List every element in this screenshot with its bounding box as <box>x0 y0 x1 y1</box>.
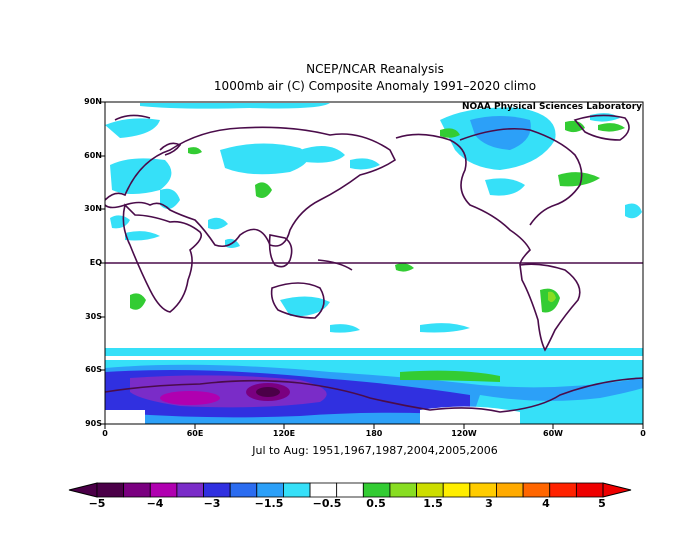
colorbar-label: 3 <box>485 497 493 510</box>
colorbar-swatch <box>522 482 551 498</box>
colorbar-label: 1.5 <box>423 497 443 510</box>
lat-label: 90N <box>84 97 102 106</box>
colorbar-arrow-left <box>68 482 98 498</box>
colorbar-swatch <box>389 482 417 498</box>
lon-label: 120E <box>272 429 296 438</box>
colorbar-swatch <box>496 482 524 498</box>
colorbar <box>68 482 632 498</box>
colorbar-swatch <box>469 482 497 498</box>
colorbar-swatch <box>283 482 311 498</box>
colorbar-label: 0.5 <box>366 497 386 510</box>
colorbar-swatch <box>203 482 231 498</box>
lat-label: 60N <box>84 151 102 160</box>
colorbar-swatch <box>309 482 338 498</box>
colorbar-label: −4 <box>146 497 164 510</box>
colorbar-label: −1.5 <box>254 497 284 510</box>
colorbar-swatch <box>575 482 604 498</box>
colorbar-swatch <box>96 482 125 498</box>
lat-label: 90S <box>85 419 102 428</box>
lon-label: 180 <box>365 429 383 438</box>
colorbar-swatch <box>336 482 364 498</box>
axis-ticks <box>100 101 644 429</box>
shading-layer <box>105 102 643 424</box>
map-title: NCEP/NCAR Reanalysis <box>306 62 444 76</box>
colorbar-arrow-right <box>602 482 632 498</box>
coastlines <box>105 114 643 413</box>
lat-label: 30N <box>84 204 102 213</box>
colorbar-swatch <box>362 482 391 498</box>
composite-years: Jul to Aug: 1951,1967,1987,2004,2005,200… <box>252 444 498 457</box>
lon-label: 120W <box>451 429 477 438</box>
colorbar-swatch <box>442 482 471 498</box>
colorbar-swatch <box>416 482 444 498</box>
lon-label: 0 <box>102 429 108 438</box>
lon-label: 0 <box>640 429 646 438</box>
colorbar-label: −0.5 <box>312 497 342 510</box>
colorbar-swatch <box>123 482 151 498</box>
lat-label: 60S <box>85 365 102 374</box>
colorbar-label: 4 <box>542 497 550 510</box>
lat-label: 30S <box>85 312 102 321</box>
colorbar-label: 5 <box>598 497 606 510</box>
colorbar-swatch <box>256 482 284 498</box>
lon-label: 60E <box>186 429 204 438</box>
colorbar-swatch <box>229 482 258 498</box>
map-subtitle: 1000mb air (C) Composite Anomaly 1991–20… <box>213 79 537 93</box>
colorbar-swatch <box>549 482 577 498</box>
lon-label: 60W <box>543 429 563 438</box>
colorbar-label: −3 <box>203 497 221 510</box>
colorbar-swatch <box>176 482 204 498</box>
colorbar-label: −5 <box>88 497 106 510</box>
lat-label: EQ <box>89 258 102 267</box>
colorbar-swatch <box>149 482 178 498</box>
credit-label: NOAA Physical Sciences Laboratory <box>462 102 643 112</box>
